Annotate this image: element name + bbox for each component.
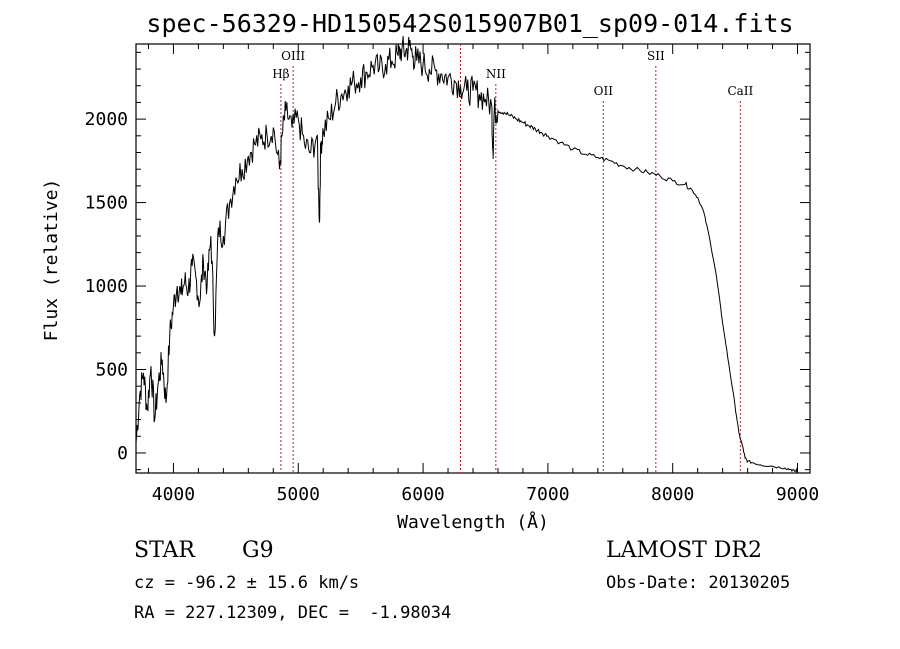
axis-layer: 4000 5000 6000 7000 8000 9000 0 500 1000 1500 2000 (85, 44, 819, 505)
y-tick-label: 1000 (85, 276, 128, 297)
y-axis-label: Flux (relative) (41, 179, 62, 342)
spectrum-line (135, 36, 798, 474)
x-tick-label: 5000 (277, 484, 320, 505)
x-tick-label: 4000 (152, 484, 195, 505)
chart-title: spec-56329-HD150542S015907B01_sp09-014.f… (146, 9, 793, 38)
y-tick-label: 500 (95, 360, 128, 381)
emission-line-markers: Hβ OIII NII OII SII CaII (272, 44, 754, 473)
spectrum-chart: spec-56329-HD150542S015907B01_sp09-014.f… (41, 9, 819, 533)
x-tick-label: 6000 (401, 484, 444, 505)
x-tick-label: 7000 (526, 484, 569, 505)
x-axis-label: Wavelength (Å) (397, 511, 549, 533)
line-marker-label: SII (647, 49, 665, 63)
x-tick-label: 9000 (776, 484, 819, 505)
survey-name: LAMOST DR2 (606, 538, 762, 563)
y-tick-label: 2000 (85, 109, 128, 130)
obs-date-text: Obs-Date: 20130205 (606, 573, 791, 593)
line-marker-label: OII (594, 84, 614, 98)
y-tick-label: 0 (117, 443, 128, 464)
object-subclass: G9 (242, 538, 274, 563)
redshift-text: cz = -96.2 ± 15.6 km/s (134, 573, 360, 593)
radec-text: RA = 227.12309, DEC = -1.98034 (134, 603, 452, 623)
y-tick-label: 1500 (85, 193, 128, 214)
object-class: STAR (134, 538, 195, 563)
line-marker-label: OIII (281, 49, 305, 63)
line-marker-label: Hβ (272, 67, 289, 81)
plot-frame (135, 43, 811, 474)
line-marker-label: NII (486, 67, 506, 81)
line-marker-label: CaII (727, 84, 753, 98)
x-tick-label: 8000 (651, 484, 694, 505)
